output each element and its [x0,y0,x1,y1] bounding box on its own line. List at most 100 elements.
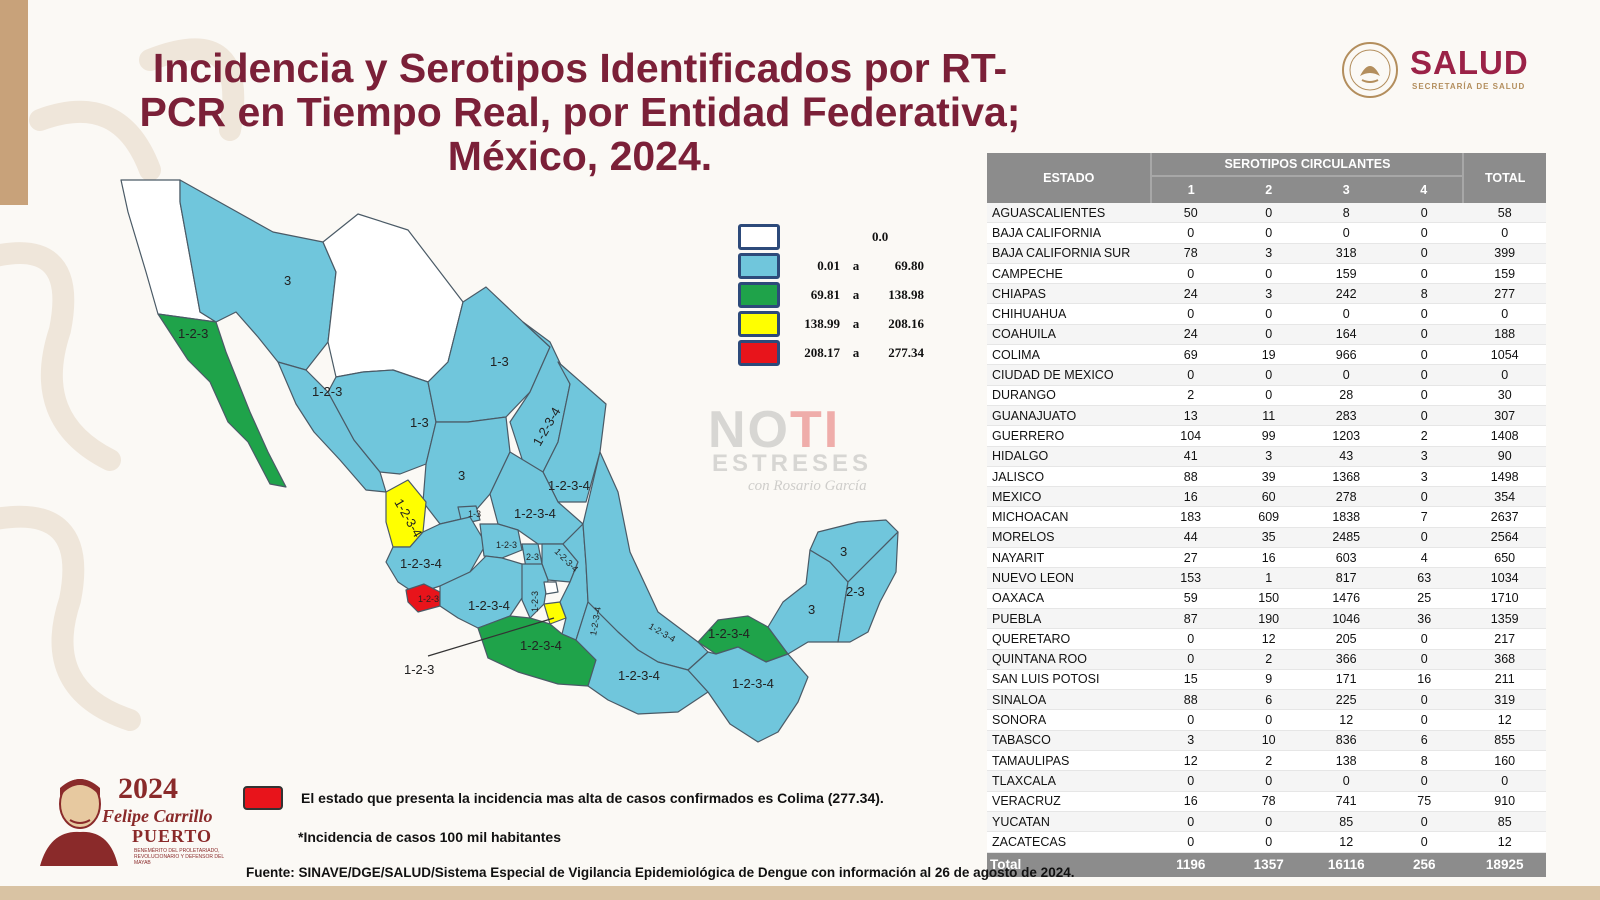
header-serotipos: SEROTIPOS CIRCULANTES [1151,153,1464,177]
row-value: 0 [1463,303,1546,325]
row-value: 19 [1229,344,1308,366]
row-estado: TLAXCALA [987,770,1152,792]
logo-2024: 2024 Felipe Carrillo PUERTO BENEMÉRITO D… [22,770,232,870]
row-value: 58 [1463,203,1546,224]
watermark-line3: con Rosario García [748,478,867,494]
total-cell: 1196 [1151,852,1230,877]
row-value: 25 [1385,588,1464,609]
row-value: 0 [1307,364,1385,386]
row-value: 283 [1307,405,1385,427]
row-value: 69 [1151,344,1230,366]
row-value: 0 [1385,203,1464,224]
row-estado: QUINTANA ROO [987,649,1152,670]
table-row: CHIAPAS 24 3 242 8 277 [987,283,1546,305]
row-value: 2 [1385,425,1464,447]
row-value: 609 [1229,506,1308,528]
header-serotype: 2 [1229,176,1308,203]
row-estado: COAHUILA [987,324,1152,346]
watermark: NOTI ESTRESES con Rosario García [708,400,888,510]
row-value: 0 [1229,811,1308,833]
row-estado: AGUASCALIENTES [987,203,1152,224]
label-morelos-callout: 1-2-3 [404,662,434,677]
legend-to: 277.34 [888,344,924,360]
salud-name: SALUD [1410,44,1529,81]
label-mexico: 1-2-3 [530,591,540,612]
row-value: 0 [1151,222,1230,244]
row-value: 44 [1151,527,1230,549]
row-value: 59 [1151,588,1230,609]
total-label: Total [987,852,1152,877]
legend-to: 208.16 [888,315,924,331]
state-chiapas [687,646,809,743]
row-value: 150 [1229,588,1308,609]
legend-sep: a [852,344,860,360]
label-puebla: 1-2-3-4 [588,606,603,636]
legend-swatch-yellow [738,310,780,337]
row-value: 3 [1385,446,1464,467]
table-row: DURANGO 2 0 28 0 30 [987,385,1546,406]
label-durango: 1-3 [410,415,429,430]
row-value: 8 [1307,203,1385,224]
label-guerrero: 1-2-3-4 [520,638,562,653]
label-campeche: 3 [808,602,815,617]
row-value: 50 [1151,203,1230,224]
row-value: 1 [1229,567,1308,589]
legend-sep: a [852,257,860,273]
logo-caption: BENEMÉRITO DEL PROLETARIADO, REVOLUCIONA… [134,848,224,866]
row-value: 8 [1385,283,1464,305]
row-value: 164 [1307,324,1385,346]
incidence-note: *Incidencia de casos 100 mil habitantes [298,829,561,845]
label-jalisco: 1-2-3-4 [400,556,442,571]
table-row: TLAXCALA 0 0 0 0 0 [987,770,1546,792]
row-value: 278 [1307,486,1385,508]
legend-from: 138.99 [804,315,840,331]
row-value: 0 [1385,831,1464,853]
row-value: 0 [1307,770,1385,792]
row-value: 43 [1307,446,1385,467]
row-value: 0 [1151,263,1230,285]
label-michoacan: 1-2-3-4 [468,598,510,613]
mexico-map: 3 1-2-3 1-2-3 1-3 1-3 1-2-3-4 1-2-3-4 3 … [118,172,930,762]
label-tamaulipas: 1-2-3-4 [548,478,590,493]
state-ciudad-de-mexico [543,581,559,595]
row-value: 1368 [1307,466,1385,488]
row-value: 0 [1385,486,1464,508]
row-estado: ZACATECAS [987,831,1152,853]
label-sinaloa: 1-2-3 [312,384,342,399]
row-value: 1203 [1307,425,1385,447]
row-value: 0 [1385,811,1464,833]
row-value: 0 [1151,628,1230,650]
row-value: 30 [1463,385,1546,406]
row-value: 12 [1151,750,1230,772]
table-row: HIDALGO 41 3 43 3 90 [987,446,1546,467]
row-value: 0 [1385,324,1464,346]
row-estado: JALISCO [987,466,1152,488]
row-value: 0 [1229,385,1308,406]
table-row: AGUASCALIENTES 50 0 8 0 58 [987,203,1546,224]
row-value: 2 [1151,385,1230,406]
row-estado: BAJA CALIFORNIA [987,222,1152,244]
row-value: 159 [1463,263,1546,285]
row-value: 8 [1385,750,1464,772]
legend-row: 0.0 [738,222,930,251]
row-estado: GUANAJUATO [987,405,1152,427]
row-value: 16 [1385,669,1464,691]
row-estado: CIUDAD DE MEXICO [987,364,1152,386]
legend-row: 0.01 a 69.80 [738,251,930,280]
row-value: 99 [1229,425,1308,447]
row-value: 0 [1385,527,1464,549]
row-value: 171 [1307,669,1385,691]
note-red-swatch [243,786,283,810]
row-value: 277 [1463,283,1546,305]
row-value: 0 [1385,263,1464,285]
row-value: 0 [1385,344,1464,366]
state-zacatecas [422,416,511,525]
table-row: NUEVO LEON 153 1 817 63 1034 [987,567,1546,589]
row-value: 12 [1307,831,1385,853]
row-value: 9 [1229,669,1308,691]
table-row: TABASCO 3 10 836 6 855 [987,730,1546,752]
table-row: COLIMA 69 19 966 0 1054 [987,344,1546,366]
header-serotype: 3 [1307,176,1385,203]
row-value: 12 [1463,709,1546,731]
label-coahuila: 1-3 [490,354,509,369]
